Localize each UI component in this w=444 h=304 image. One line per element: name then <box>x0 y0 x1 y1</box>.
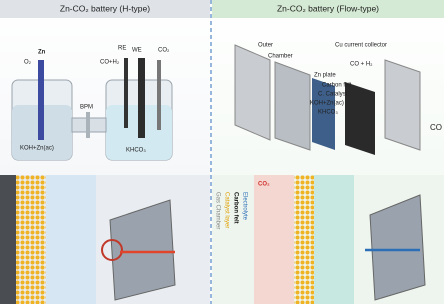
gas-chamber <box>254 175 294 304</box>
label: Carbon felt <box>322 83 352 89</box>
outer-plate <box>385 60 420 150</box>
label: Cu current collector <box>335 43 387 49</box>
figure: Zn-CO₂ battery (H-type) O₂ Zn RE WE CO+H… <box>0 0 444 304</box>
catalyst-layer <box>16 175 46 304</box>
left-title: Zn-CO₂ battery (H-type) <box>60 3 150 13</box>
label: CO <box>430 123 442 132</box>
layer-label: Carbon felt <box>232 192 238 224</box>
electrolyte <box>46 175 96 304</box>
label: O₂ <box>24 60 32 66</box>
catalyst-layer <box>294 175 314 304</box>
label: CO₂ <box>158 48 170 54</box>
label: CO₂ <box>258 182 270 188</box>
label: WE <box>132 48 142 54</box>
label: CO+H₂ <box>100 60 120 66</box>
label: Chamber <box>268 54 293 60</box>
label: KHCO₃ <box>318 110 338 116</box>
we-electrode <box>138 58 145 138</box>
label: CO + H₂ <box>350 62 373 68</box>
label: KOH+Zn(ac) <box>310 101 344 107</box>
right-title: Zn-CO₂ battery (Flow-type) <box>277 3 379 13</box>
label: Zn plate <box>314 73 336 79</box>
label: RE <box>118 46 126 52</box>
layer-label: Catalyst layer <box>223 192 229 228</box>
label: Outer <box>258 43 273 49</box>
layer-label: Electrolyte <box>241 192 247 221</box>
re-electrode <box>124 58 128 128</box>
label: BPM <box>80 105 93 111</box>
zn-electrode <box>38 60 44 140</box>
carbon-felt <box>0 175 16 304</box>
bpm <box>86 112 90 138</box>
label: KHCO₃ <box>126 148 146 154</box>
carbon-felt-plate <box>345 82 375 155</box>
gas-tube <box>157 60 161 130</box>
layer-label: Gas Chamber <box>214 192 220 229</box>
chamber <box>275 62 310 150</box>
label: Zn <box>38 50 46 56</box>
outer-plate <box>235 45 270 140</box>
label: KOH+Zn(ac) <box>20 146 54 152</box>
label: C. Catalyst <box>318 92 348 98</box>
electrolyte <box>314 175 354 304</box>
